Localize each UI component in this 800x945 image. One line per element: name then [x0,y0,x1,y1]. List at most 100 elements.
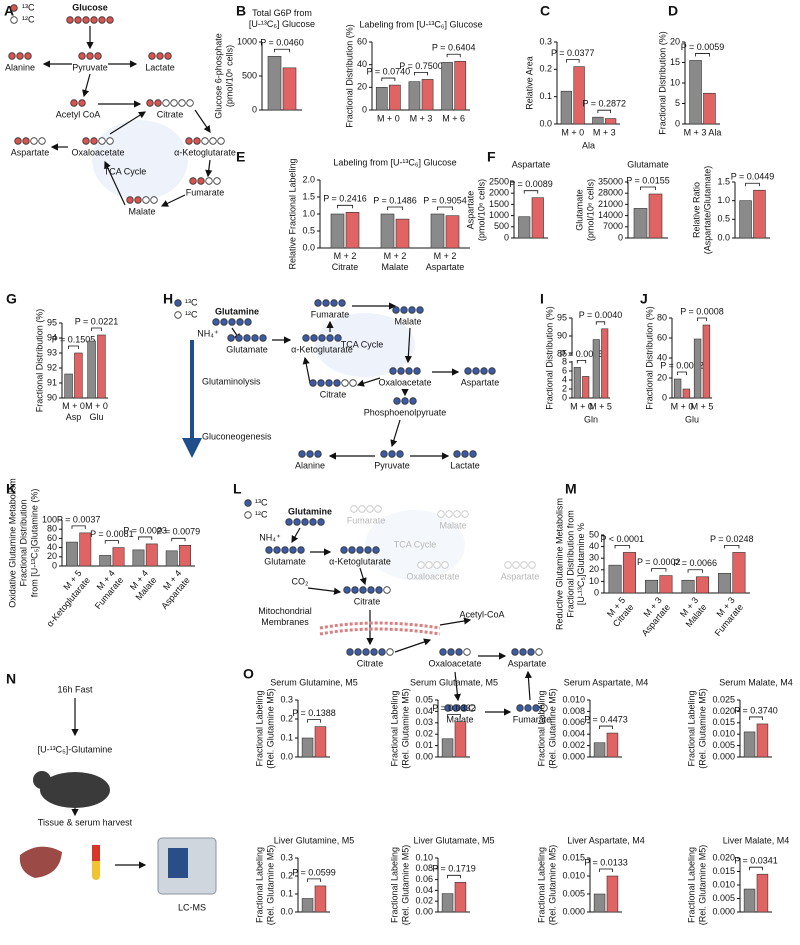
chart: 0.0 0.5 1.0 1.5 Relative Ratio(Aspartate/Glu… [692,166,774,255]
y-axis-label: Relative Ratio(Aspartate/Glutamate) [692,166,713,255]
carbon-atom [148,52,156,60]
y-axis-label: Fractional Labeling(Rel. Glutamine M5) [687,688,708,769]
diagram-label: Gluconeogenesis [202,431,272,441]
carbon-atom [70,99,78,107]
x-tick-label: M + 0 Asp [62,401,85,422]
bar [314,726,327,758]
bar [622,552,636,594]
x-tick-label: M + 6 [442,113,465,123]
bar [592,339,600,399]
chart-title: Liver Glutamine, M5 [274,835,355,845]
y-tick-label: 0.015 [712,717,735,727]
bar [441,62,453,111]
y-tick-label: 21000 [598,199,623,209]
carbon-atom [397,367,405,375]
significance-bracket [565,59,580,63]
panel-letter: C [540,3,550,19]
carbon-atom [516,704,524,712]
diagram-label: Alanine [295,460,325,470]
diagram-label: Phosphoenolpyruate [364,407,447,417]
y-tick-label: 0.06 [415,874,433,884]
diagram-label: Malate [394,316,421,326]
x-tick-label: M + 5α-Ketoglutarate [37,568,93,629]
carbon-atom [209,137,217,145]
y-tick-label: 0.0 [302,242,315,252]
significance-bracket [274,48,290,53]
bar [573,367,581,399]
significance-bracket [447,714,461,718]
carbon-atom [441,561,449,569]
y-tick-label: 2000 [489,188,509,198]
y-tick-label: 80 [657,312,667,322]
y-tick-label: 100 [42,514,57,524]
y-tick-label: 0.2 [280,870,293,880]
tca-background [315,313,415,377]
diagram-label: ¹³C [255,497,268,507]
bar [689,60,702,125]
bar [441,893,454,913]
y-tick-label: 95 [47,317,57,327]
y-tick-label: 0.00 [415,906,433,916]
carbon-atom [259,334,267,342]
carbon-atom [452,704,460,712]
y-tick-label: 0 [662,392,667,402]
y-tick-label: 0.015 [712,866,735,876]
x-tick-label: M + 0 [561,127,584,137]
bar [702,324,711,399]
y-tick-label: 0.010 [712,729,735,739]
y-tick-label: 0.1 [280,732,293,742]
diagram-label: Malate [128,206,155,216]
y-tick-label: 0.04 [415,706,433,716]
y-tick-label: 0.000 [562,751,585,761]
carbon-atom [156,52,164,60]
diagram-label: 16h Fast [57,684,93,694]
bar [421,79,434,111]
diagram-label: ¹³C [22,2,35,12]
carbon-atom [453,450,461,458]
diagram-label: Glucose [72,2,108,12]
carbon-atom [217,137,225,145]
x-tick-label: M + 3 [593,127,616,137]
diagram-label: Mitochondrial Membranes [258,606,312,627]
chart-title: Glutamate [627,159,669,169]
significance-bracket [576,360,587,364]
diagram-label: Oxaloacetate [71,147,124,157]
p-value: P = 0.0449 [731,172,775,182]
chart: 0.000 0.005 0.010 0.015 Fractional Labeling(… [537,835,645,925]
y-tick-label: 95 [557,312,567,322]
carbon-atom [401,397,409,405]
bar [573,66,585,125]
carbon-atom [78,52,86,60]
chart-title: Serum Glutamate, M5 [410,677,498,687]
carbon-atom [193,137,201,145]
carbon-atom [380,450,388,458]
diagram-label: Glutaminolysis [202,376,261,386]
y-axis-label: Fractional Labeling(Rel. Glutamine M5) [537,845,558,926]
carbon-atom [340,546,348,554]
carbon-atom [174,311,182,319]
carbon-atom [126,196,134,204]
chart-title: Serum Glutamine, M5 [270,677,358,687]
p-value: P = 0.1388 [292,708,336,718]
diagram-label: Aspartate [508,658,547,668]
carbon-atom [98,137,106,145]
carbon-atom [306,450,314,458]
bar [375,87,388,111]
carbon-atom [24,52,32,60]
carbon-atom [370,648,378,656]
bar [681,579,695,594]
carbon-atom [310,334,318,342]
p-value: P = 0.1505 [52,334,96,344]
significance-bracket [307,878,321,882]
bar [592,116,604,125]
y-tick-label: 0.0 [280,906,293,916]
bar [345,212,360,249]
y-tick-label: 0.2 [539,64,552,74]
carbon-atom [178,99,186,107]
carbon-atom [293,518,301,526]
significance-bracket [381,77,396,82]
diagram-label: TCA Cycle [394,539,437,549]
carbon-atom [74,16,82,24]
